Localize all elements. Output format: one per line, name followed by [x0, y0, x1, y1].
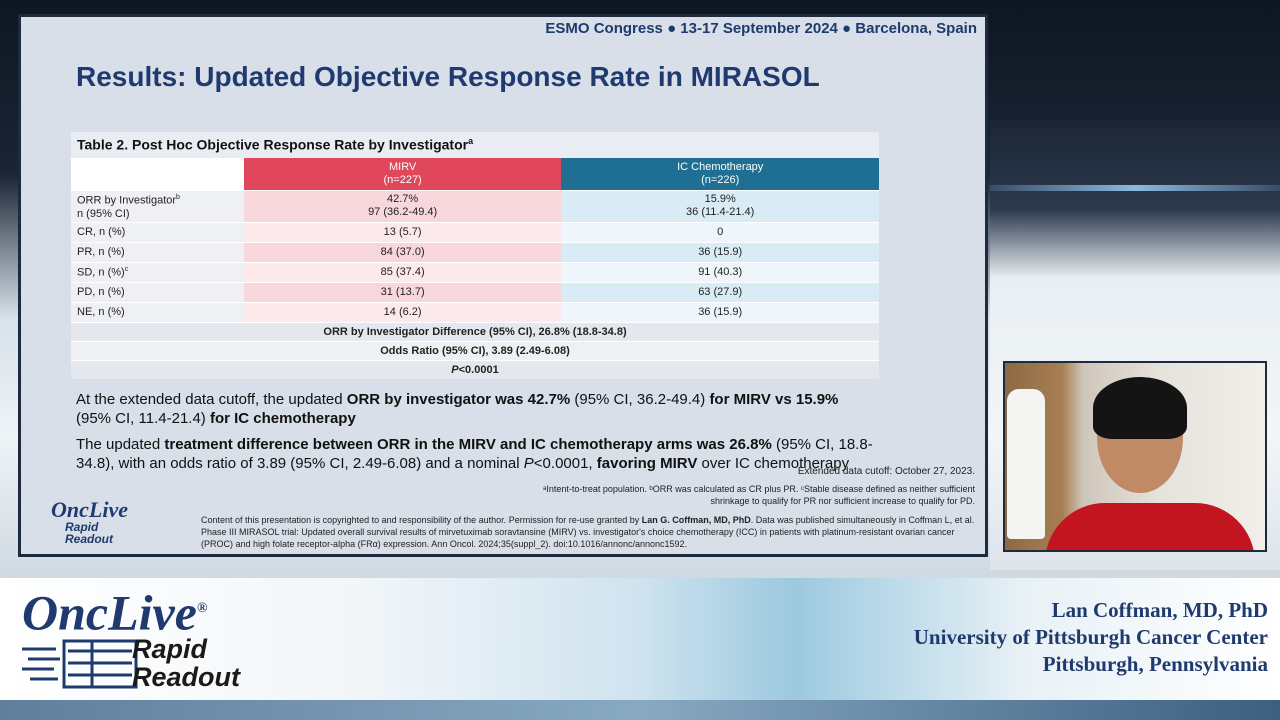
- response-rate-table: Table 2. Post Hoc Objective Response Rat…: [71, 132, 879, 379]
- brand-readout: Readout: [132, 662, 240, 692]
- difference-cell: ORR by Investigator Difference (95% CI),…: [71, 321, 879, 341]
- bullet-treatment-difference: The updated treatment difference between…: [76, 436, 873, 472]
- cell-ic: 63 (27.9): [561, 281, 879, 302]
- slide-title: Results: Updated Objective Response Rate…: [76, 61, 820, 92]
- studio-light-strip: [990, 185, 1280, 191]
- table-row-odds: Odds Ratio (95% CI), 3.89 (2.49-6.08): [71, 340, 879, 360]
- bullet-orr: At the extended data cutoff, the updated…: [76, 391, 839, 427]
- row-label: PR, n (%): [71, 241, 244, 262]
- cell-ic: 0: [561, 221, 879, 242]
- speaker-hair: [1093, 377, 1187, 439]
- cell-mirv: 13 (5.7): [243, 221, 562, 242]
- lower-third-stripe: [0, 700, 1280, 720]
- header-ic-n: (n=226): [701, 173, 740, 186]
- data-cutoff-note: Extended data cutoff: October 27, 2023.: [797, 466, 975, 477]
- table-row-difference: ORR by Investigator Difference (95% CI),…: [71, 321, 879, 341]
- odds-ratio-cell: Odds Ratio (95% CI), 3.89 (2.49-6.08): [71, 340, 879, 360]
- cell-mirv: 42.7% 97 (36.2-49.4): [243, 189, 562, 222]
- table-caption-sup: a: [468, 136, 474, 146]
- table-caption-text: Table 2. Post Hoc Objective Response Rat…: [77, 136, 469, 153]
- header-blank: [71, 158, 244, 190]
- cell-ic: 15.9% 36 (11.4-21.4): [561, 189, 879, 222]
- cell-ic: 36 (15.9): [561, 241, 879, 262]
- table-header-row: MIRV (n=227) IC Chemotherapy (n=226): [71, 158, 879, 190]
- footnotes: ᵃIntent-to-treat population. ᵇORR was ca…: [543, 484, 975, 506]
- header-mirv-label: MIRV: [388, 160, 417, 173]
- table-row: NE, n (%) 14 (6.2) 36 (15.9): [71, 301, 879, 322]
- row-label: SD, n (%)c: [71, 261, 244, 282]
- cell-mirv: 14 (6.2): [243, 301, 562, 322]
- speaker-body: [1045, 503, 1255, 550]
- table-row: PR, n (%) 84 (37.0) 36 (15.9): [71, 241, 879, 262]
- row-label: PD, n (%): [71, 281, 244, 302]
- speaker-name: Lan Coffman, MD, PhD: [1051, 598, 1268, 622]
- speaker-webcam: [1003, 361, 1267, 552]
- speaker-affiliation: University of Pittsburgh Cancer Center: [913, 625, 1268, 649]
- table-row: SD, n (%)c 85 (37.4) 91 (40.3): [71, 261, 879, 282]
- cell-mirv: 31 (13.7): [243, 281, 562, 302]
- conference-header: ESMO Congress ● 13-17 September 2024 ● B…: [545, 20, 977, 37]
- presentation-slide: ESMO Congress ● 13-17 September 2024 ● B…: [18, 14, 988, 557]
- p-value-cell: P<0.0001: [71, 359, 879, 379]
- header-ic-label: IC Chemotherapy: [677, 160, 764, 173]
- copyright-notice: Content of this presentation is copyrigh…: [201, 515, 975, 549]
- brand-rapid: Rapid: [132, 634, 208, 664]
- brand-onclive: OncLive: [22, 584, 197, 641]
- row-label: NE, n (%): [71, 301, 244, 322]
- row-label: CR, n (%): [71, 221, 244, 242]
- cell-mirv: 84 (37.0): [243, 241, 562, 262]
- header-ic: IC Chemotherapy (n=226): [561, 158, 879, 190]
- table-row: CR, n (%) 13 (5.7) 0: [71, 221, 879, 242]
- lab-coat: [1007, 389, 1045, 539]
- cell-ic: 36 (15.9): [561, 301, 879, 322]
- onclive-rapid-readout-logo: OncLive® Rapid Readout: [22, 583, 292, 695]
- table-row-pvalue: P<0.0001: [71, 359, 879, 379]
- rapid-readout-icon: [22, 639, 138, 689]
- cell-mirv: 85 (37.4): [243, 261, 562, 282]
- lower-third-banner: [0, 578, 1280, 720]
- header-mirv: MIRV (n=227): [243, 158, 562, 190]
- table-caption: Table 2. Post Hoc Objective Response Rat…: [71, 132, 879, 158]
- data-table: MIRV (n=227) IC Chemotherapy (n=226) ORR…: [71, 158, 879, 379]
- cell-ic: 91 (40.3): [561, 261, 879, 282]
- table-row: ORR by Investigatorb n (95% CI) 42.7% 97…: [71, 189, 879, 222]
- speaker-info: Lan Coffman, MD, PhD University of Pitts…: [914, 597, 1268, 678]
- header-mirv-n: (n=227): [383, 173, 422, 186]
- row-label: ORR by Investigatorb n (95% CI): [71, 189, 244, 222]
- speaker-location: Pittsburgh, Pennsylvania: [1042, 652, 1268, 676]
- slide-onclive-logo: OncLive Rapid Readout: [51, 497, 128, 546]
- table-row: PD, n (%) 31 (13.7) 63 (27.9): [71, 281, 879, 302]
- brand-registered: ®: [196, 601, 208, 616]
